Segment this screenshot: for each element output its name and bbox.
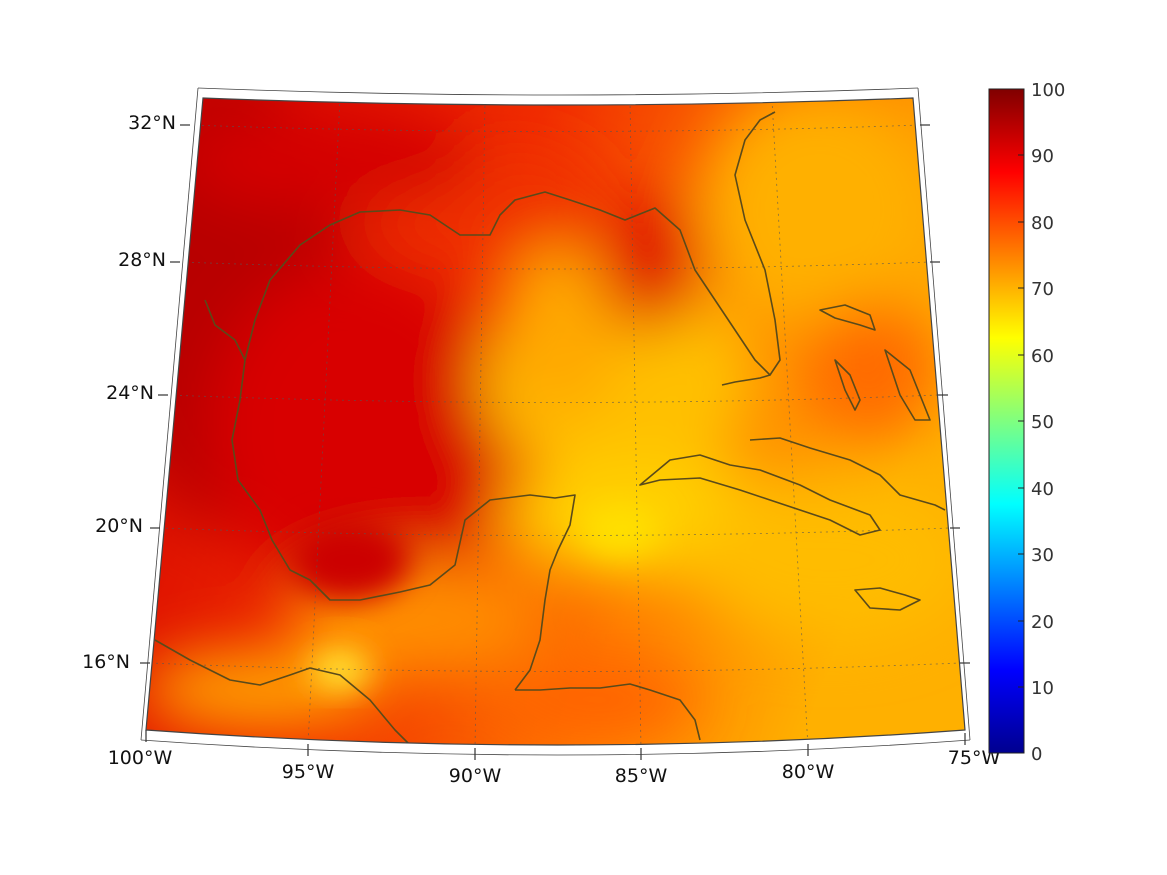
coastlines — [154, 111, 946, 745]
longitude-labels: 100°W 95°W 90°W 85°W 80°W 75°W — [108, 747, 1001, 787]
graticule — [149, 98, 961, 745]
map-frame — [140, 87, 971, 756]
lon-label-90: 90°W — [449, 765, 502, 787]
colorbar-tick-90: 90 — [1031, 146, 1054, 167]
latitude-labels: 32°N 28°N 24°N 20°N 16°N — [82, 112, 176, 673]
lon-label-100: 100°W — [108, 747, 173, 769]
lon-label-95: 95°W — [282, 761, 335, 783]
lat-label-32: 32°N — [128, 112, 176, 134]
colorbar-tick-70: 70 — [1031, 279, 1054, 300]
colorbar-tick-30: 30 — [1031, 545, 1054, 566]
colorbar-tick-60: 60 — [1031, 346, 1054, 367]
lon-label-75: 75°W — [948, 747, 1001, 769]
lat-label-24: 24°N — [106, 382, 154, 404]
axis-ticks — [140, 124, 970, 760]
map-field — [146, 98, 965, 745]
lon-label-80: 80°W — [782, 761, 835, 783]
colorbar-tick-100: 100 — [1031, 80, 1065, 101]
lat-label-20: 20°N — [95, 515, 143, 537]
colorbar-tick-80: 80 — [1031, 213, 1054, 234]
colorbar-tick-10: 10 — [1031, 678, 1054, 699]
colorbar: 100 90 80 70 60 50 40 30 20 10 0 — [988, 80, 1065, 765]
lat-label-28: 28°N — [118, 249, 166, 271]
lat-label-16: 16°N — [82, 651, 130, 673]
lon-label-85: 85°W — [615, 765, 668, 787]
colorbar-tick-20: 20 — [1031, 612, 1054, 633]
colorbar-tick-40: 40 — [1031, 479, 1054, 500]
colorbar-tick-0: 0 — [1031, 744, 1042, 765]
colorbar-tick-50: 50 — [1031, 412, 1054, 433]
